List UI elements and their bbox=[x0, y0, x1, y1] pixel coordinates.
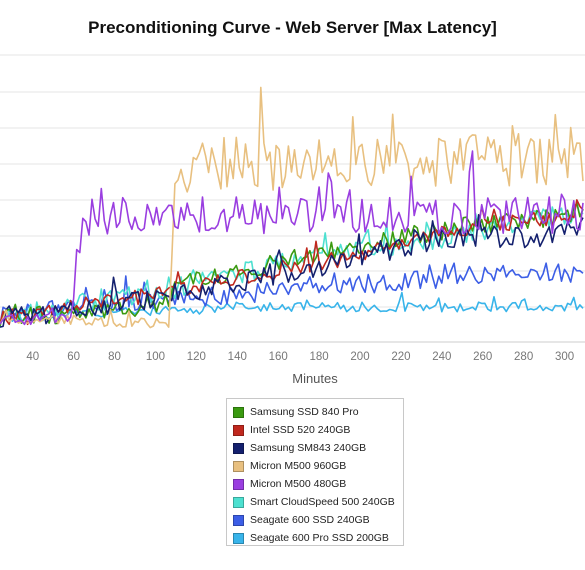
legend-label-1: Intel SSD 520 240GB bbox=[250, 424, 351, 436]
legend-label-5: Smart CloudSpeed 500 240GB bbox=[250, 496, 395, 508]
x-tick-160: 160 bbox=[269, 351, 288, 363]
legend-item-1: Intel SSD 520 240GB bbox=[233, 421, 403, 439]
series-lines bbox=[0, 86, 584, 329]
x-tick-300: 300 bbox=[555, 351, 574, 363]
legend-label-0: Samsung SSD 840 Pro bbox=[250, 406, 359, 418]
legend-swatch-7 bbox=[233, 532, 244, 544]
legend: Samsung SSD 840 Pro Intel SSD 520 240GB Sa… bbox=[226, 398, 404, 546]
legend-item-0: Samsung SSD 840 Pro bbox=[233, 403, 403, 421]
legend-label-4: Micron M500 480GB bbox=[250, 478, 347, 490]
legend-item-7: Seagate 600 Pro SSD 200GB bbox=[233, 529, 403, 547]
x-tick-100: 100 bbox=[146, 351, 165, 363]
legend-swatch-2 bbox=[233, 442, 244, 454]
x-tick-80: 80 bbox=[108, 351, 121, 363]
series-line-4 bbox=[0, 150, 584, 326]
x-tick-200: 200 bbox=[350, 351, 369, 363]
legend-swatch-6 bbox=[233, 514, 244, 526]
legend-item-5: Smart CloudSpeed 500 240GB bbox=[233, 493, 403, 511]
legend-label-3: Micron M500 960GB bbox=[250, 460, 347, 472]
legend-swatch-4 bbox=[233, 478, 244, 490]
x-tick-220: 220 bbox=[391, 351, 410, 363]
legend-item-2: Samsung SM843 240GB bbox=[233, 439, 403, 457]
series-line-7 bbox=[0, 291, 584, 323]
legend-swatch-5 bbox=[233, 496, 244, 508]
x-tick-140: 140 bbox=[228, 351, 247, 363]
series-line-3 bbox=[0, 86, 584, 329]
x-tick-60: 60 bbox=[67, 351, 80, 363]
legend-item-4: Micron M500 480GB bbox=[233, 475, 403, 493]
legend-item-3: Micron M500 960GB bbox=[233, 457, 403, 475]
x-tick-labels: 40 60 80 100 120 140 160 180 200 220 240 260 280 300 bbox=[26, 351, 574, 363]
legend-label-2: Samsung SM843 240GB bbox=[250, 442, 367, 454]
x-tick-240: 240 bbox=[432, 351, 451, 363]
x-tick-40: 40 bbox=[26, 351, 39, 363]
x-tick-260: 260 bbox=[473, 351, 492, 363]
legend-swatch-0 bbox=[233, 406, 244, 418]
legend-label-7: Seagate 600 Pro SSD 200GB bbox=[250, 532, 389, 544]
x-tick-180: 180 bbox=[309, 351, 328, 363]
x-axis-label: Minutes bbox=[292, 371, 338, 386]
x-tick-280: 280 bbox=[514, 351, 533, 363]
chart-title: Preconditioning Curve - Web Server [Max … bbox=[88, 18, 497, 37]
series-line-2 bbox=[0, 214, 584, 328]
legend-swatch-1 bbox=[233, 424, 244, 436]
legend-item-6: Seagate 600 SSD 240GB bbox=[233, 511, 403, 529]
x-tick-120: 120 bbox=[187, 351, 206, 363]
legend-swatch-3 bbox=[233, 460, 244, 472]
legend-label-6: Seagate 600 SSD 240GB bbox=[250, 514, 370, 526]
